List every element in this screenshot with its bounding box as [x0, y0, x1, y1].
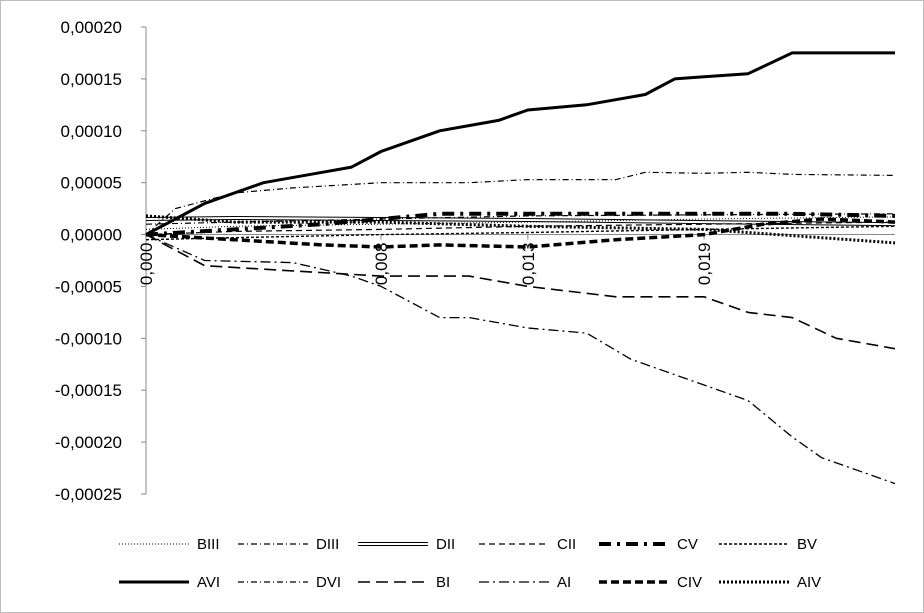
legend-item-biii: BIII: [119, 536, 220, 553]
series-line: [145, 171, 896, 236]
legend-label: AI: [557, 574, 571, 591]
series-line: [145, 51, 895, 236]
x-tick-label: 0,008: [372, 243, 391, 286]
y-tick-label: -0,00005: [55, 277, 122, 296]
x-tick-label: 0,013: [519, 243, 538, 286]
series-avi: [145, 51, 895, 236]
x-tick-label: 0,000: [137, 243, 156, 286]
legend: BIII DIII DII CII CV BV AVI DVI BI AI CIV AIV: [119, 536, 821, 591]
legend-item-aiv: AIV: [719, 574, 821, 591]
y-tick-label: 0,00000: [61, 226, 122, 245]
y-tick-label: -0,00010: [55, 329, 122, 348]
legend-label: DIII: [316, 536, 339, 553]
legend-label: CII: [557, 536, 576, 553]
y-tick-label: 0,00005: [61, 174, 122, 193]
y-tick-label: -0,00015: [55, 381, 122, 400]
legend-label: BIII: [197, 536, 220, 553]
series-line: [145, 211, 896, 237]
series-cv: [145, 211, 896, 237]
legend-label: DII: [436, 536, 455, 553]
series-civ: [145, 217, 896, 249]
series-ai: [145, 234, 896, 485]
y-tick-label: -0,00020: [55, 433, 122, 452]
series-aiv: [145, 214, 896, 245]
legend-label: CV: [677, 536, 698, 553]
legend-item-cv: CV: [599, 536, 698, 553]
x-axis: 0,000 0,008 0,013 0,019: [137, 234, 895, 286]
y-tick-label: 0,00015: [61, 70, 122, 89]
series-diii: [145, 213, 896, 225]
y-tick-label: 0,00020: [61, 18, 122, 37]
legend-label: DVI: [316, 574, 341, 591]
legend-item-bv: BV: [719, 536, 817, 553]
legend-item-diii: DIII: [238, 536, 339, 553]
legend-item-avi: AVI: [119, 574, 220, 591]
y-axis: 0,00020 0,00015 0,00010 0,00005 0,00000 -0,00…: [55, 18, 147, 504]
legend-item-dii: DII: [358, 536, 455, 553]
legend-label: BI: [436, 574, 450, 591]
legend-item-ai: AI: [479, 574, 571, 591]
series-bi: [145, 233, 896, 350]
series-line: [145, 217, 896, 249]
series-line: [145, 213, 896, 225]
series-line: [145, 233, 896, 350]
x-tick-label: 0,019: [695, 243, 714, 286]
legend-label: AIV: [797, 574, 821, 591]
series-line: [145, 234, 896, 485]
series-line: [145, 214, 896, 245]
legend-label: CIV: [677, 574, 702, 591]
series-line: [145, 215, 896, 224]
y-tick-label: 0,00010: [61, 122, 122, 141]
legend-item-bi: BI: [358, 574, 450, 591]
legend-label: BV: [797, 536, 817, 553]
legend-label: AVI: [197, 574, 220, 591]
y-tick-label: -0,00025: [55, 485, 122, 504]
series-layer: [145, 51, 896, 485]
legend-item-cii: CII: [479, 536, 576, 553]
legend-item-dvi: DVI: [238, 574, 341, 591]
series-dvi: [145, 171, 896, 236]
legend-item-civ: CIV: [599, 574, 702, 591]
